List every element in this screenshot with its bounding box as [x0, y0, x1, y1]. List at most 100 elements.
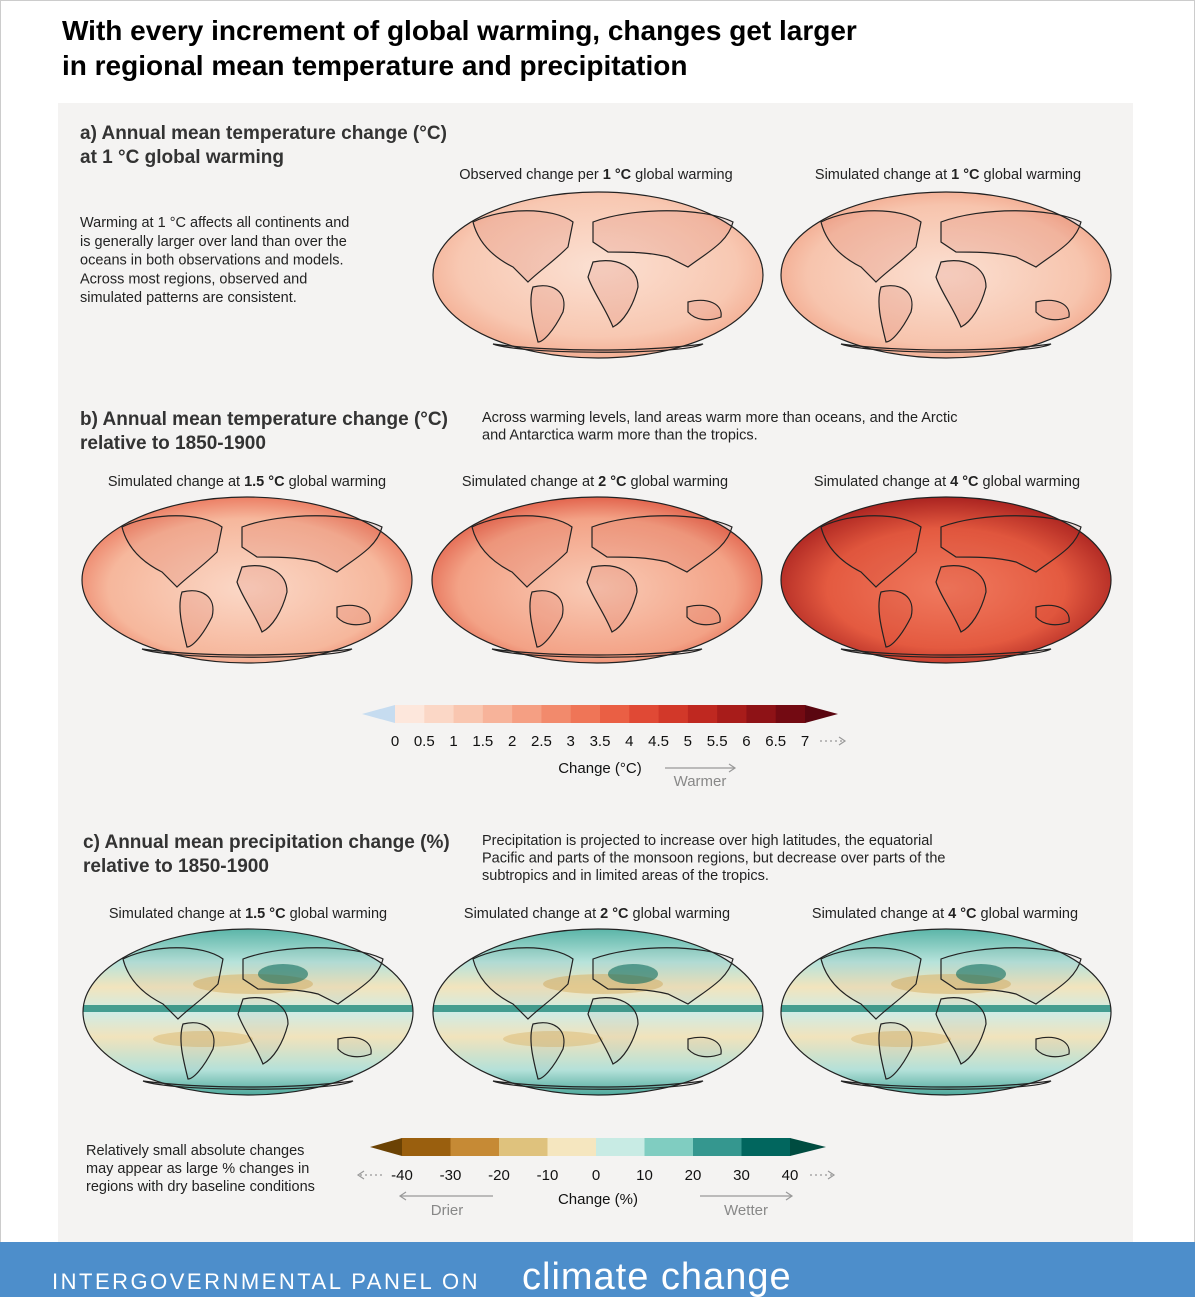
scale-segment	[450, 1138, 500, 1156]
scale-segment	[658, 705, 689, 723]
map	[82, 928, 414, 1096]
caption-part: Simulated change at	[109, 906, 245, 922]
scale-tick-label: 40	[782, 1167, 799, 1184]
map-caption: Simulated change at 2 °C global warming	[464, 906, 730, 922]
scale-tick-label: 2.5	[531, 733, 552, 750]
map-caption: Simulated change at 1.5 °C global warmin…	[109, 906, 387, 922]
scale-segment	[424, 705, 455, 723]
panel-description: Precipitation is projected to increase o…	[482, 833, 933, 849]
scale-segment	[482, 705, 513, 723]
scale-tick-label: 1.5	[472, 733, 493, 750]
scale-segment	[547, 1138, 597, 1156]
scale-segment	[775, 705, 806, 723]
scale-tick-label: 2	[508, 733, 516, 750]
caption-part: 1.5 °C	[245, 906, 286, 922]
scale-tick-label: 0.5	[414, 733, 435, 750]
scale-tick-label: 5	[684, 733, 692, 750]
panel-description: is generally larger over land than over …	[80, 234, 347, 250]
scale-tick-label: -30	[440, 1167, 462, 1184]
scale-segment	[741, 1138, 791, 1156]
scale-label: Change (°C)	[558, 760, 642, 777]
scale-label: Change (%)	[558, 1191, 638, 1208]
scale-segment	[693, 1138, 742, 1156]
direction-arrow-head	[398, 1191, 407, 1201]
scale-tick-label: 30	[733, 1167, 750, 1184]
scale-segment	[512, 705, 542, 723]
map-caption: Simulated change at 1 °C global warming	[815, 167, 1081, 183]
map-caption: Observed change per 1 °C global warming	[459, 167, 732, 183]
scale-tick-label: 4	[625, 733, 633, 750]
scale-above	[805, 705, 838, 723]
scale-segment	[644, 1138, 694, 1156]
scale-segment	[402, 1138, 451, 1156]
caption-part: global warming	[627, 474, 729, 490]
map	[780, 928, 1112, 1096]
caption-part: 1.5 °C	[244, 474, 285, 490]
scale-segment	[499, 1138, 548, 1156]
footer-bar	[0, 1242, 1195, 1297]
note: Relatively small absolute changes	[86, 1143, 304, 1159]
caption-part: Simulated change at	[815, 167, 951, 183]
scale-tick-label: 6	[742, 733, 750, 750]
map	[780, 191, 1112, 359]
panel-title: c) Annual mean precipitation change (%)	[83, 832, 450, 853]
caption-part: 1 °C	[603, 167, 632, 183]
scale-tick-label: 1	[449, 733, 457, 750]
page-title: in regional mean temperature and precipi…	[62, 50, 687, 81]
caption-part: Simulated change at	[812, 906, 948, 922]
caption-part: 1 °C	[951, 167, 980, 183]
caption-part: 4 °C	[950, 474, 979, 490]
scale-segment	[541, 705, 572, 723]
caption-part: global warming	[980, 167, 1082, 183]
note: may appear as large % changes in	[86, 1161, 309, 1177]
footer-organization: INTERGOVERNMENTAL PANEL ON	[52, 1269, 480, 1294]
scale-tick-label: -20	[488, 1167, 510, 1184]
caption-part: global warming	[979, 474, 1081, 490]
panel-title: a) Annual mean temperature change (°C)	[80, 123, 447, 144]
scale-segment	[600, 705, 630, 723]
scale-tick-label: 4.5	[648, 733, 669, 750]
more-arrow-head	[356, 1170, 365, 1180]
scale-tick-label: -40	[391, 1167, 413, 1184]
panel-title: b) Annual mean temperature change (°C)	[80, 409, 448, 430]
map-outline	[780, 928, 1112, 1096]
panel-title: at 1 °C global warming	[80, 147, 284, 168]
scale-segment	[453, 705, 484, 723]
map-outline	[431, 496, 763, 664]
scale-tick-label: 7	[801, 733, 809, 750]
scale-tick-label: 20	[685, 1167, 702, 1184]
panel-description: subtropics and in limited areas of the t…	[482, 868, 769, 884]
more-arrow-head	[827, 1170, 836, 1180]
caption-part: global warming	[629, 906, 731, 922]
scale-tick-label: 5.5	[707, 733, 728, 750]
maps	[81, 191, 1112, 1096]
map-outline	[432, 191, 764, 359]
caption-part: global warming	[977, 906, 1079, 922]
caption-part: Observed change per	[459, 167, 602, 183]
scale-tick-label: 10	[636, 1167, 653, 1184]
caption-part: global warming	[631, 167, 733, 183]
caption-part: 2 °C	[598, 474, 627, 490]
scale-segment	[687, 705, 718, 723]
map	[431, 496, 763, 664]
panel-description: simulated patterns are consistent.	[80, 290, 297, 306]
caption-part: global warming	[285, 474, 387, 490]
map	[432, 928, 764, 1096]
panel-description: and Antarctica warm more than the tropic…	[482, 428, 758, 444]
map-outline	[780, 496, 1112, 664]
map	[780, 496, 1112, 664]
scale-segment	[570, 705, 601, 723]
direction-arrow-head	[728, 763, 737, 773]
note: regions with dry baseline conditions	[86, 1179, 315, 1195]
map-caption: Simulated change at 4 °C global warming	[812, 906, 1078, 922]
page-title: With every increment of global warming, …	[62, 15, 857, 46]
map-outline	[82, 928, 414, 1096]
footer-brand: climate change	[522, 1256, 792, 1297]
caption-part: Simulated change at	[108, 474, 244, 490]
scale-direction: Warmer	[674, 773, 727, 790]
scale-tick-label: -10	[537, 1167, 559, 1184]
scale-direction: Drier	[431, 1202, 464, 1219]
scale-tick-label: 0	[391, 733, 399, 750]
scale-segment	[746, 705, 777, 723]
